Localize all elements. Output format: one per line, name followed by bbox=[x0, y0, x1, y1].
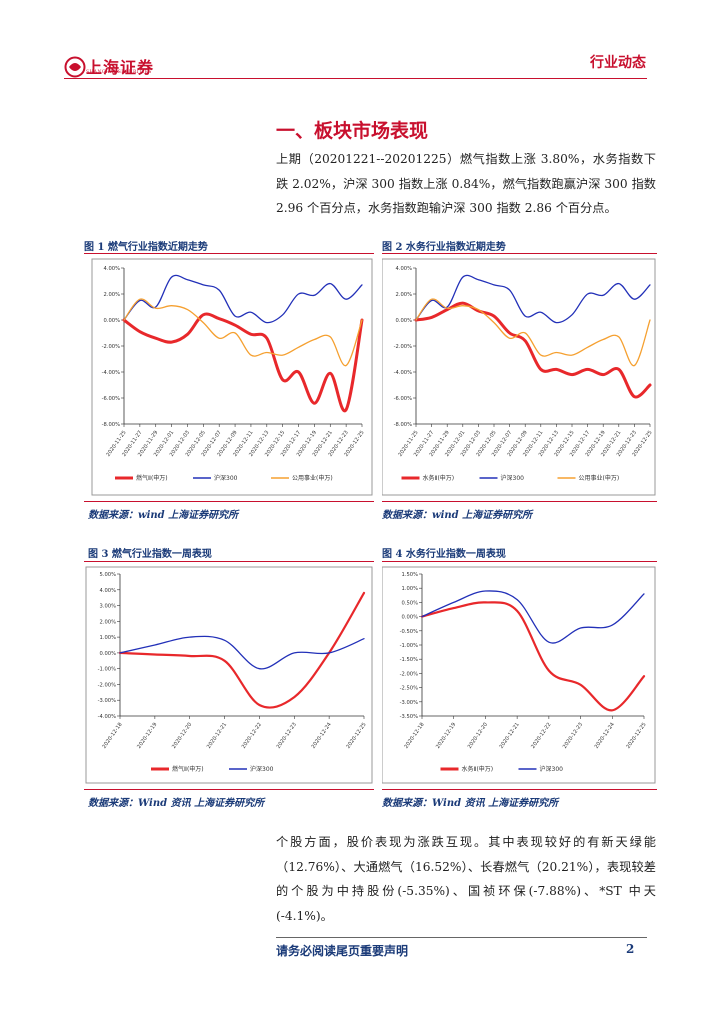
fig1-series-2-line bbox=[123, 298, 363, 367]
fig3-source: 数据来源：Wind 资讯 上海证券研究所 bbox=[88, 798, 265, 809]
fig1-legend-label: 沪深300 bbox=[214, 474, 238, 482]
fig4-title: 图 4 水务行业指数一周表现 bbox=[382, 549, 506, 560]
fig4-y-tick-label: -0.50% bbox=[400, 629, 418, 635]
fig4-y-tick-label: -2.00% bbox=[400, 671, 418, 677]
fig3-y-tick-label: 2.00% bbox=[100, 619, 117, 625]
intro-paragraph: 上期（20201221--20201225）燃气指数上涨 3.80%，水务指数下… bbox=[276, 152, 656, 216]
fig2-title: 图 2 水务行业指数近期走势 bbox=[382, 242, 506, 253]
fig4-bottom-rule bbox=[382, 789, 657, 790]
fig3-rule bbox=[84, 561, 374, 562]
fig4-legend-label: 沪深300 bbox=[540, 765, 564, 773]
fig4-y-tick-label: -3.50% bbox=[400, 714, 418, 720]
fig2-bottom-rule bbox=[382, 501, 657, 502]
header-divider bbox=[64, 78, 647, 79]
fig1-series-1-line bbox=[123, 274, 363, 324]
fig3-y-tick-label: -1.00% bbox=[98, 667, 116, 673]
fig1-y-tick-label: -4.00% bbox=[102, 370, 120, 376]
fig1-chart: 4.00%2.00%0.00%-2.00%-4.00%-6.00%-8.00%2… bbox=[91, 258, 373, 496]
fig2-y-tick-label: -2.00% bbox=[394, 344, 412, 350]
fig3-series-1-line bbox=[119, 635, 365, 670]
fig2-series-0-line bbox=[414, 301, 652, 399]
fig4-y-tick-label: 0.50% bbox=[402, 600, 419, 606]
fig1-bottom-rule bbox=[84, 501, 374, 502]
fig3-y-tick-label: 4.00% bbox=[100, 588, 117, 594]
fig1-y-tick-label: -6.00% bbox=[102, 396, 120, 402]
fig4-y-tick-label: 1.00% bbox=[402, 586, 419, 592]
fig4-y-tick-label: -1.00% bbox=[400, 643, 418, 649]
fig2-y-tick-label: 2.00% bbox=[396, 292, 413, 298]
fig3-legend-label: 沪深300 bbox=[250, 765, 274, 773]
fig2-y-tick-label: -6.00% bbox=[394, 396, 412, 402]
fig3-y-tick-label: 5.00% bbox=[100, 572, 117, 578]
fig4-series-1-line bbox=[421, 590, 645, 644]
fig3-chart: 5.00% 4.00% 3.00% 2.00% 1.00% 0.00% -1.00% -2.0… bbox=[85, 566, 373, 784]
fig2-frame bbox=[382, 258, 656, 496]
stocks-paragraph: 个股方面，股价表现为涨跌互现。其中表现较好的有新天绿能（12.76%）、大通燃气… bbox=[276, 835, 656, 923]
fig4-series-0-line bbox=[420, 601, 646, 712]
fig4-y-tick-label: -1.50% bbox=[400, 657, 418, 663]
fig1-title: 图 1 燃气行业指数近期走势 bbox=[84, 242, 208, 253]
fig3-title: 图 3 燃气行业指数一周表现 bbox=[88, 549, 212, 560]
fig2-y-tick-label: 4.00% bbox=[396, 266, 413, 272]
fig2-y-tick-label: -8.00% bbox=[394, 422, 412, 428]
section-heading: 一、板块市场表现 bbox=[276, 120, 429, 142]
fig4-y-tick-label: -2.50% bbox=[400, 686, 418, 692]
fig1-y-tick-label: -8.00% bbox=[102, 422, 120, 428]
fig1-legend-label: 燃气Ⅱ(申万) bbox=[136, 474, 168, 482]
fig3-y-tick-label: -2.00% bbox=[98, 682, 116, 688]
fig1-y-tick-label: 4.00% bbox=[104, 266, 121, 272]
fig2-chart: 4.00%2.00%0.00%-2.00%-4.00%-6.00%-8.00%2… bbox=[382, 258, 656, 496]
fig4-frame bbox=[382, 566, 656, 784]
fig2-legend-label: 水务Ⅱ(申万) bbox=[423, 474, 455, 482]
fig2-source: 数据来源：wind 上海证券研究所 bbox=[382, 510, 533, 521]
fig3-legend-label: 燃气Ⅱ(申万) bbox=[172, 765, 204, 773]
fig2-series-1-line bbox=[415, 274, 651, 324]
fig1-source: 数据来源：wind 上海证券研究所 bbox=[88, 510, 239, 521]
logo bbox=[64, 50, 154, 78]
fig2-y-tick-label: -4.00% bbox=[394, 370, 412, 376]
logo-subtext: SHANGHAI SECURITIES bbox=[86, 70, 152, 75]
fig1-y-tick-label: -2.00% bbox=[102, 344, 120, 350]
fig4-rule bbox=[382, 561, 657, 562]
fig4-chart: 1.50% 1.00% 0.50% 0.00% -0.50% -1.00% -1.50% -2… bbox=[382, 566, 656, 784]
fig4-legend-label: 水务Ⅱ(申万) bbox=[462, 765, 494, 773]
fig4-y-tick-label: 1.50% bbox=[402, 572, 419, 578]
fig1-rule bbox=[84, 253, 374, 254]
fig2-legend-label: 公用事业(申万) bbox=[579, 474, 620, 482]
logo-text: 上海证券 bbox=[86, 58, 155, 77]
logo-emblem-icon bbox=[64, 56, 86, 78]
fig1-series-0-line bbox=[122, 312, 364, 413]
footer-note: 请务必阅读尾页重要声明 bbox=[276, 944, 409, 958]
fig3-y-tick-label: 3.00% bbox=[100, 604, 117, 610]
footer-divider bbox=[276, 937, 647, 938]
fig2-series-2-line bbox=[415, 298, 651, 367]
fig3-y-tick-label: 1.00% bbox=[100, 635, 117, 641]
fig1-legend-label: 公用事业(申万) bbox=[292, 474, 333, 482]
fig4-y-tick-label: 0.00% bbox=[402, 615, 419, 621]
fig3-y-tick-label: -4.00% bbox=[98, 714, 116, 720]
page-number: 2 bbox=[626, 942, 635, 956]
fig3-frame bbox=[85, 566, 373, 784]
fig2-legend-label: 沪深300 bbox=[501, 474, 525, 482]
fig3-y-tick-label: 0.00% bbox=[100, 651, 117, 657]
fig2-y-tick-label: 0.00% bbox=[396, 318, 413, 324]
fig1-y-tick-label: 0.00% bbox=[104, 318, 121, 324]
fig1-y-tick-label: 2.00% bbox=[104, 292, 121, 298]
section-label: 行业动态 bbox=[590, 55, 646, 71]
fig3-y-tick-label: -3.00% bbox=[98, 698, 116, 704]
fig4-source: 数据来源：Wind 资讯 上海证券研究所 bbox=[382, 798, 559, 809]
fig1-frame bbox=[91, 258, 373, 496]
fig4-y-tick-label: -3.00% bbox=[400, 700, 418, 706]
fig3-bottom-rule bbox=[84, 789, 374, 790]
fig2-rule bbox=[382, 253, 657, 254]
